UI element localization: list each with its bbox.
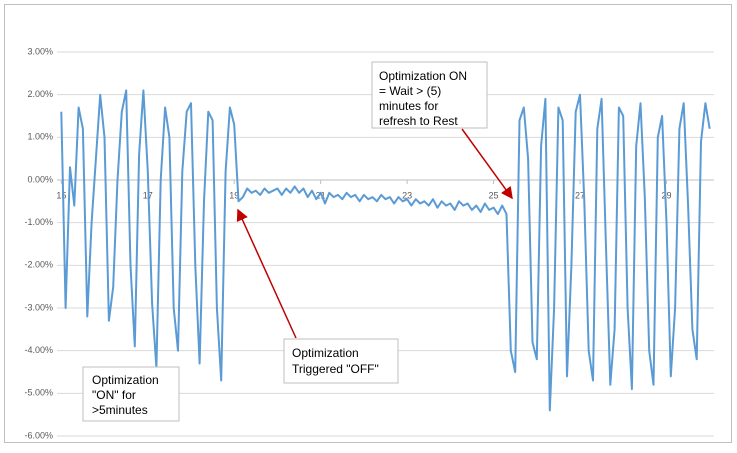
y-tick-label: -4.00% [24, 345, 53, 355]
y-tick-label: 2.00% [27, 89, 53, 99]
y-tick-label: 3.00% [27, 46, 53, 56]
y-tick-label: -1.00% [24, 217, 53, 227]
x-tick-label: 25 [489, 190, 499, 200]
annotation-box [283, 338, 399, 384]
x-tick-label: 23 [402, 190, 412, 200]
annotation-box [82, 366, 180, 422]
data-line [60, 89, 711, 412]
arrow [461, 128, 513, 200]
x-tick-label: 27 [575, 190, 585, 200]
y-tick-label: -6.00% [24, 430, 53, 440]
y-tick-label: -5.00% [24, 388, 53, 398]
grid: 3.00% 2.00% 1.00% 0.00% -1.00% -2.00% -3.00% -4… [24, 46, 714, 440]
annotation-text: Optimization ON [379, 69, 467, 83]
annotation-text: "ON" for [92, 388, 136, 402]
arrow [236, 208, 297, 339]
plot [60, 89, 711, 412]
y-tick-label: 0.00% [27, 174, 53, 184]
y-tick-label: -2.00% [24, 260, 53, 270]
annotation-text: >5minutes [92, 403, 148, 417]
x-tick-label: 15 [56, 190, 66, 200]
annotation-text: Optimization [92, 373, 159, 387]
annotations: Optimization ON = Wait > (5) minutes for… [82, 61, 513, 422]
annotation-text: Optimization [292, 346, 359, 360]
annotation-box [371, 61, 488, 129]
y-tick-label: 1.00% [27, 132, 53, 142]
annotation-text: = Wait > (5) [379, 84, 441, 98]
annotation-text: minutes for [379, 99, 438, 113]
x-tick-label: 29 [661, 190, 671, 200]
x-tick-label: 19 [229, 190, 239, 200]
annotation-text: refresh to Rest [379, 114, 458, 128]
y-tick-label: -3.00% [24, 302, 53, 312]
annotation-text: Triggered "OFF" [292, 362, 379, 376]
